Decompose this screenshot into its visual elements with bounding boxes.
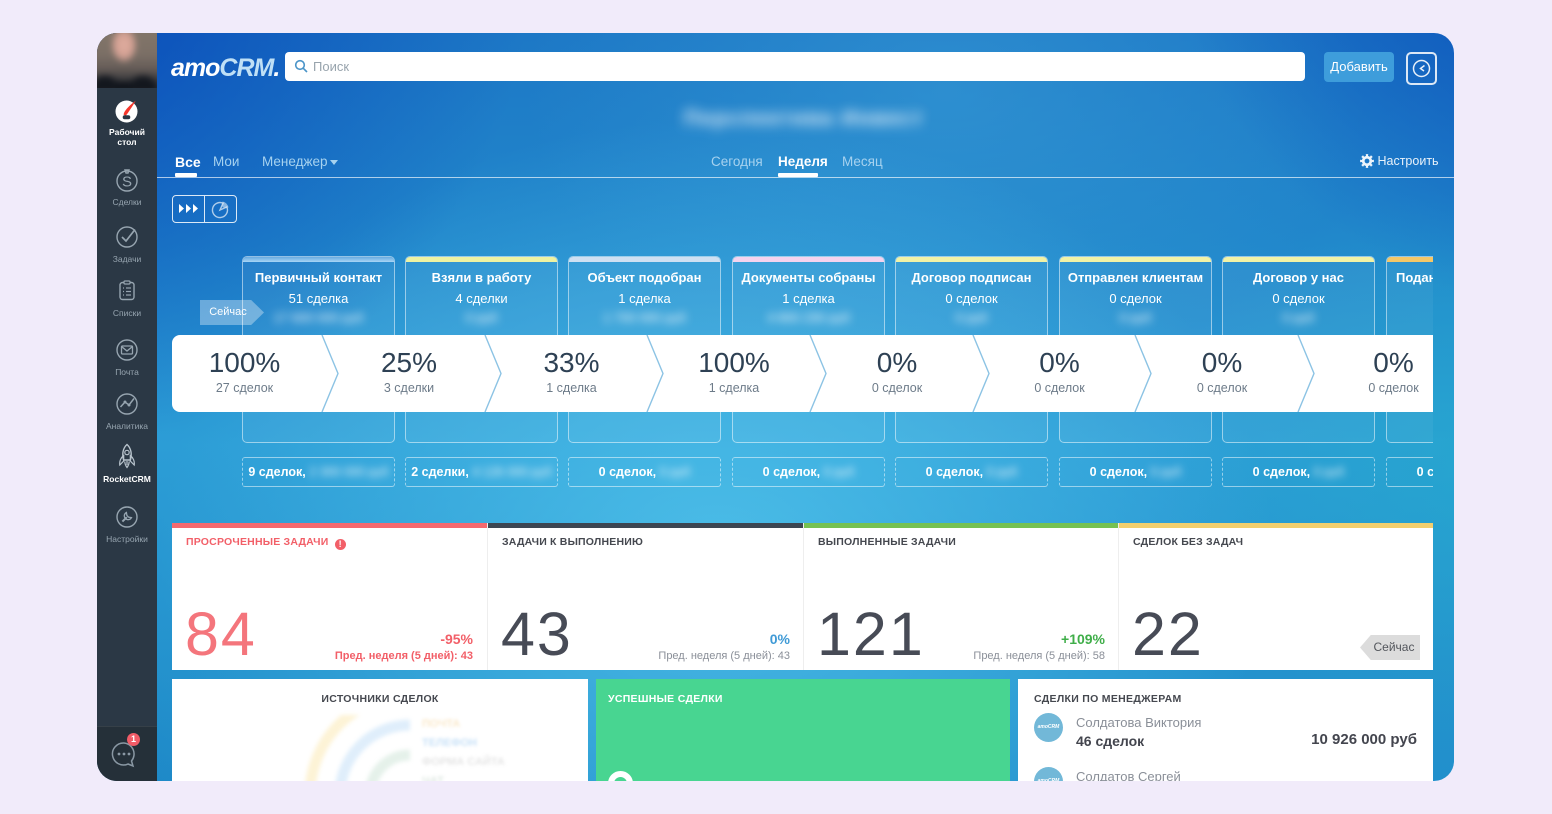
svg-text:S: S xyxy=(122,174,132,191)
